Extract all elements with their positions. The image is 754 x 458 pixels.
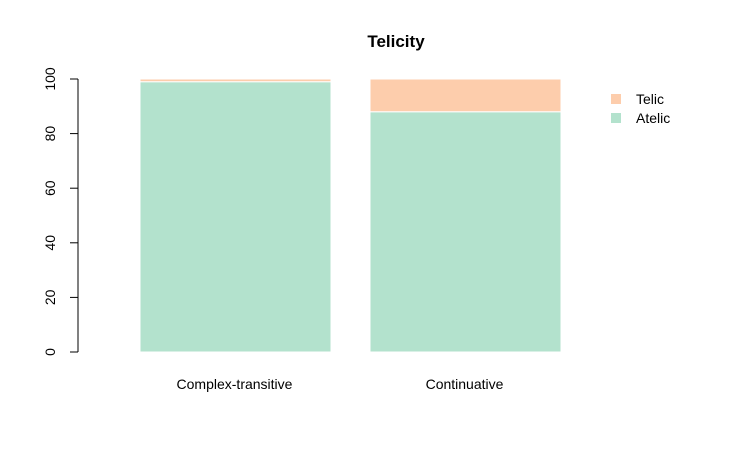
legend-swatch-telic (611, 94, 621, 104)
bars-group (139, 78, 562, 353)
y-axis: 0 20 40 60 80 100 (42, 67, 79, 356)
y-tick-label: 100 (42, 67, 58, 91)
bar-atelic-0 (139, 81, 332, 353)
x-axis-labels: Complex-transitive Continuative (177, 376, 504, 392)
legend-label-atelic: Atelic (636, 110, 670, 126)
chart-title: Telicity (367, 32, 425, 51)
y-tick-label: 40 (42, 235, 58, 251)
y-tick-label: 0 (42, 348, 58, 356)
x-category-label: Complex-transitive (177, 376, 293, 392)
y-tick-label: 20 (42, 289, 58, 305)
bar-telic-1 (369, 78, 562, 113)
legend-swatch-atelic (611, 113, 621, 123)
y-tick-label: 60 (42, 180, 58, 196)
x-category-label: Continuative (426, 376, 504, 392)
legend: Telic Atelic (611, 91, 670, 126)
bar-atelic-1 (369, 111, 562, 353)
bar-telic-0 (139, 78, 332, 83)
legend-label-telic: Telic (636, 91, 664, 107)
y-tick-label: 80 (42, 126, 58, 142)
